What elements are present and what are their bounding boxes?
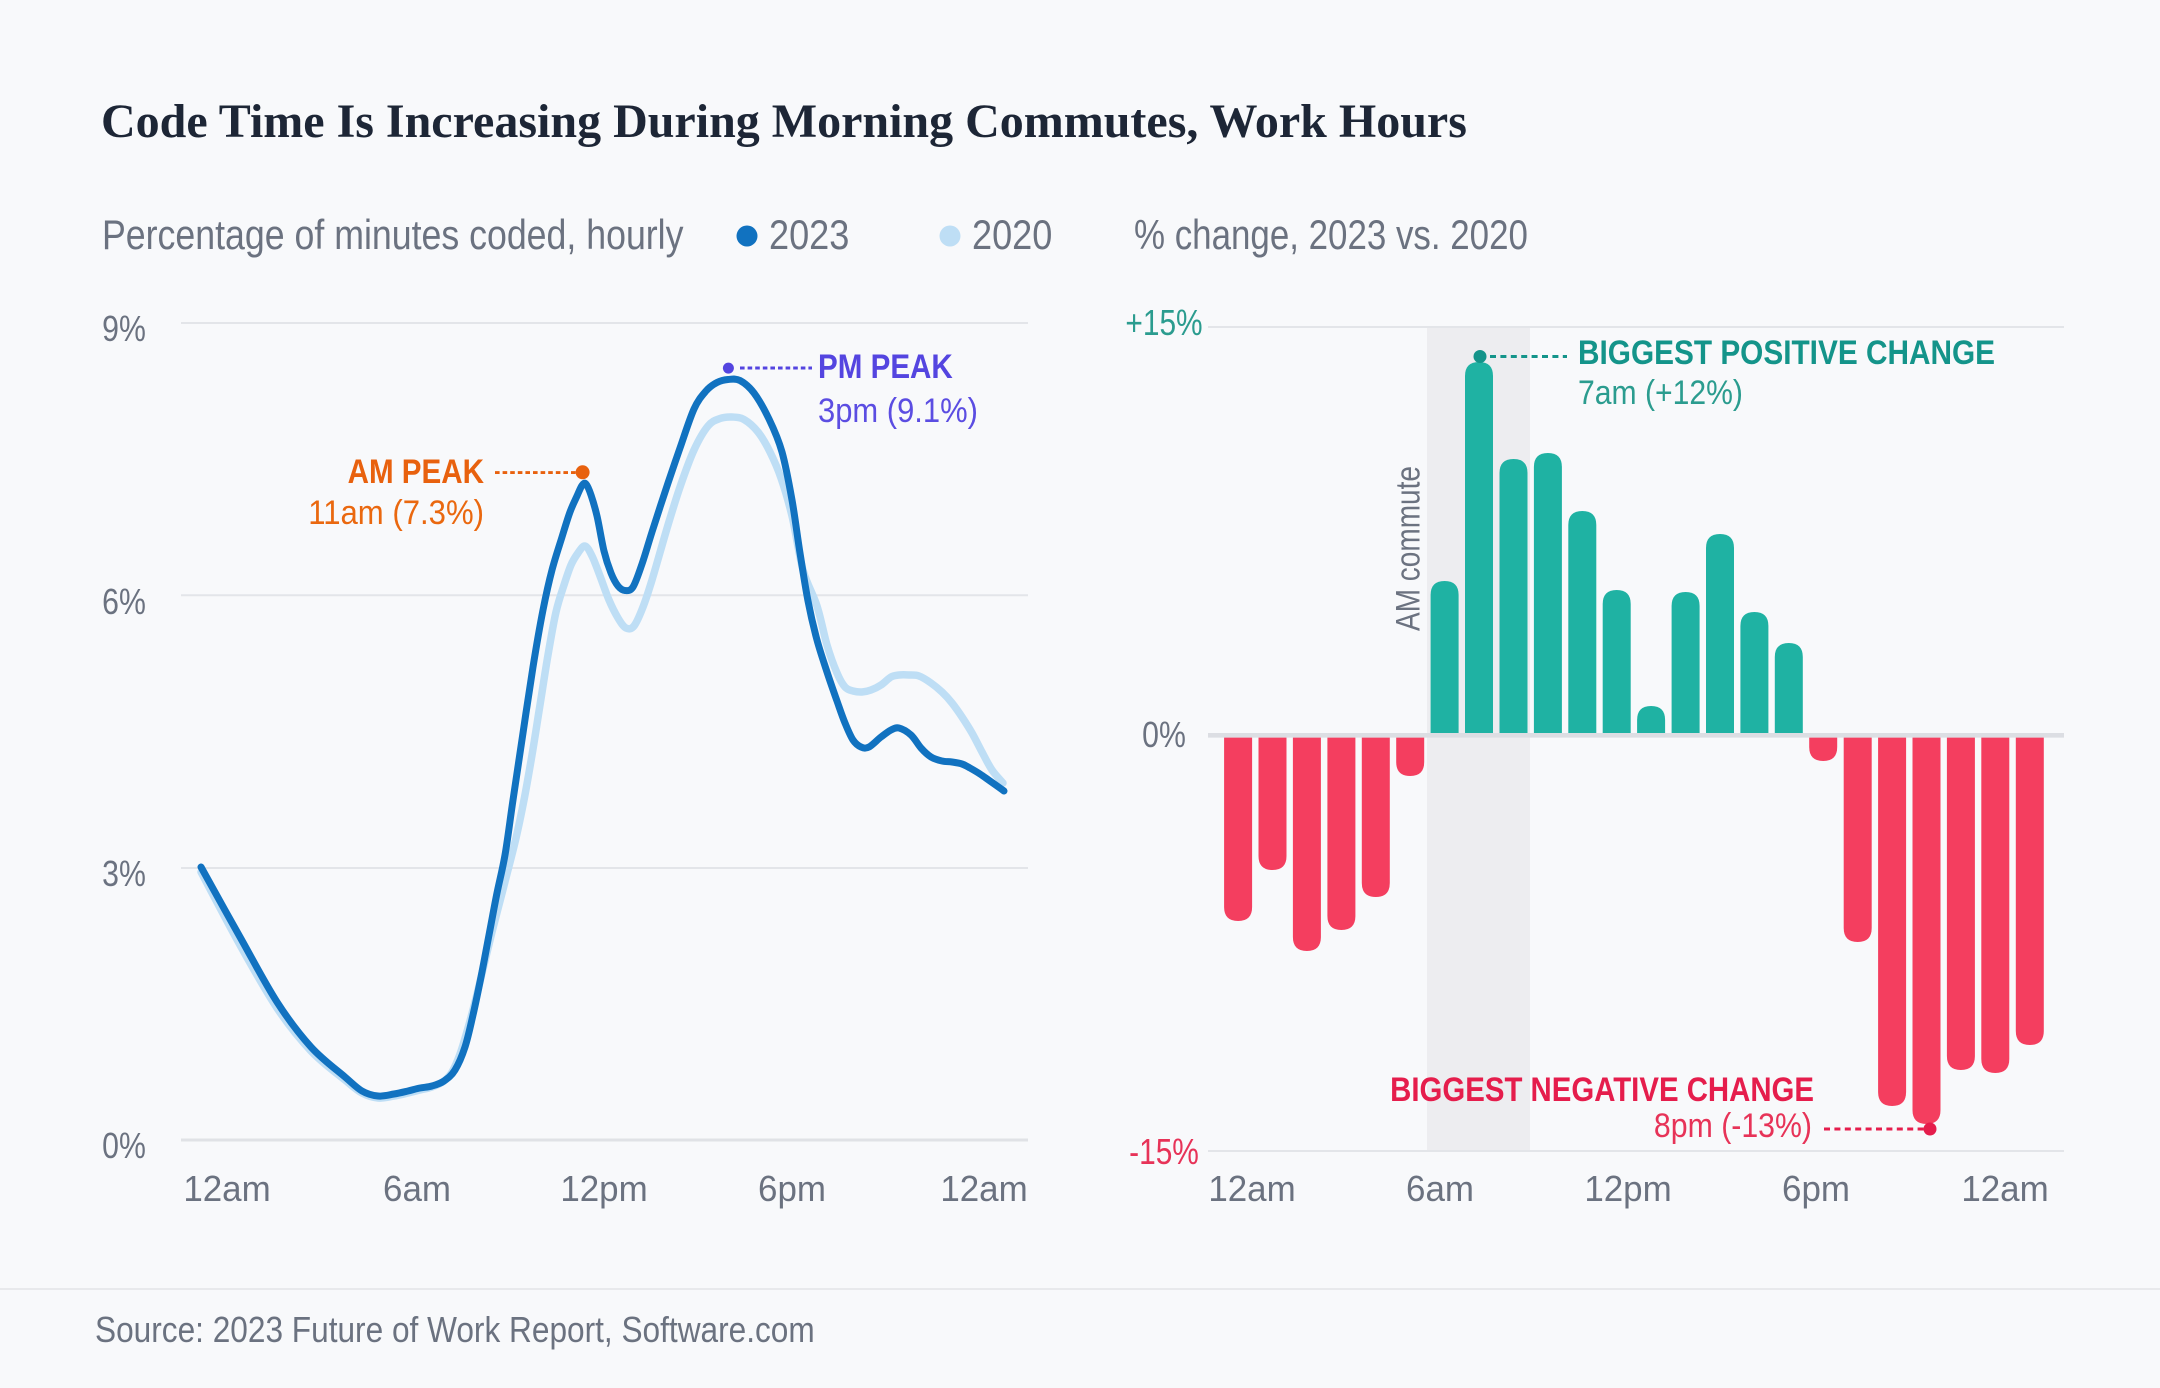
svg-text:AM commute: AM commute (1389, 466, 1427, 631)
